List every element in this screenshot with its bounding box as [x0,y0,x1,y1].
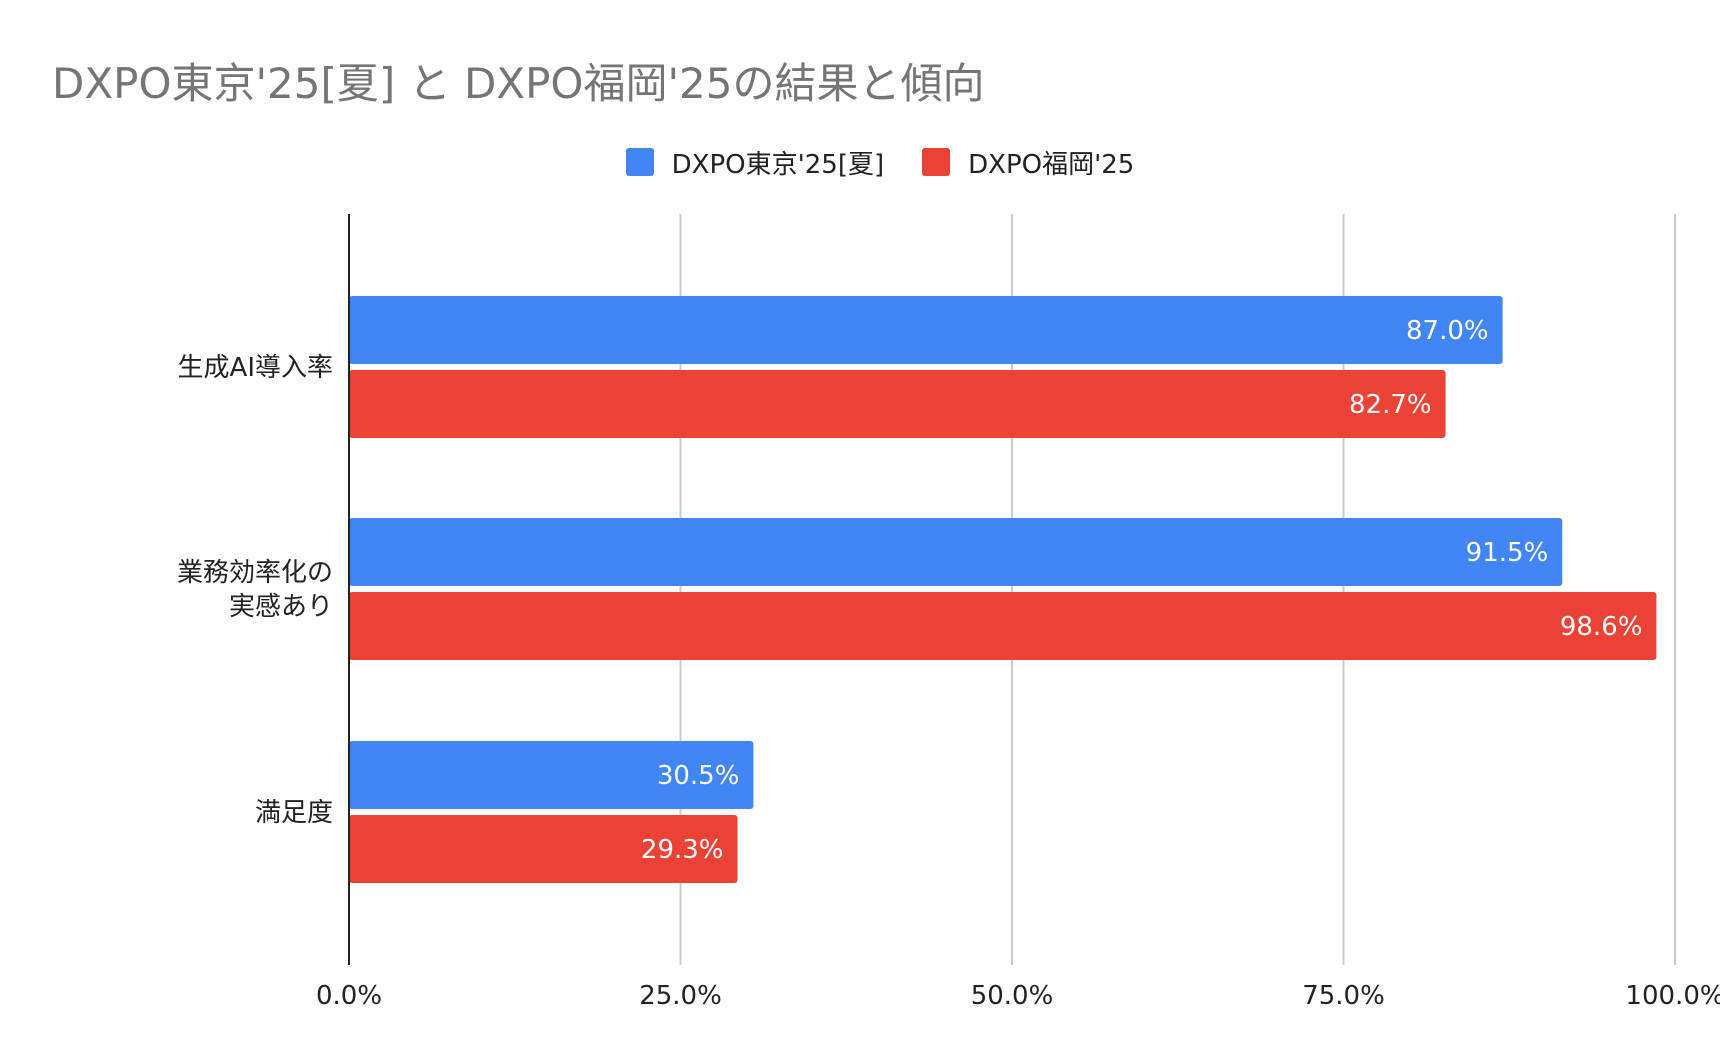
bar-series-2-category-3[interactable] [349,815,738,883]
data-label-series-2-category-3: 29.3% [641,835,724,865]
y-category-label-2-line-2: 実感あり [229,592,333,622]
legend-swatch-series-2 [922,148,951,176]
data-label-series-2-category-2: 98.6% [1560,612,1643,642]
x-tick-label-4: 100.0% [1625,981,1720,1011]
x-tick-label-1: 25.0% [639,981,722,1011]
data-label-series-1-category-2: 91.5% [1466,538,1549,568]
y-category-label-1: 生成AI導入率 [178,353,333,383]
y-category-label-3: 満足度 [255,798,333,828]
legend-item-series-1[interactable]: DXPO東京'25[夏] [625,144,885,181]
x-tick-label-3: 75.0% [1302,981,1385,1011]
chart-title: DXPO東京'25[夏] と DXPO福岡'25の結果と傾向 [52,59,985,108]
data-label-series-1-category-3: 30.5% [657,761,740,791]
x-tick-label-0: 0.0% [316,981,382,1011]
y-category-label-1-line-1: 生成AI導入率 [178,353,333,383]
y-category-label-2-line-1: 業務効率化の [177,558,333,588]
bar-series-1-category-3[interactable] [349,741,754,809]
bar-series-1-category-2[interactable] [349,518,1563,586]
legend-swatch-series-1 [625,148,654,176]
legend-label-series-2: DXPO福岡'25 [968,149,1135,180]
bar-series-1-category-1[interactable] [349,296,1503,364]
legend: DXPO東京'25[夏] DXPO福岡'25 [0,142,1720,182]
data-label-series-1-category-1: 87.0% [1406,316,1489,346]
legend-item-series-2[interactable]: DXPO福岡'25 [922,144,1134,181]
data-label-series-2-category-1: 82.7% [1349,390,1432,420]
bar-series-2-category-1[interactable] [349,370,1446,438]
legend-label-series-1: DXPO東京'25[夏] [671,149,885,180]
x-tick-label-2: 50.0% [971,981,1054,1011]
y-category-label-3-line-1: 満足度 [255,798,333,828]
y-category-label-2: 業務効率化の実感あり [177,558,333,622]
bar-series-2-category-2[interactable] [349,592,1657,660]
